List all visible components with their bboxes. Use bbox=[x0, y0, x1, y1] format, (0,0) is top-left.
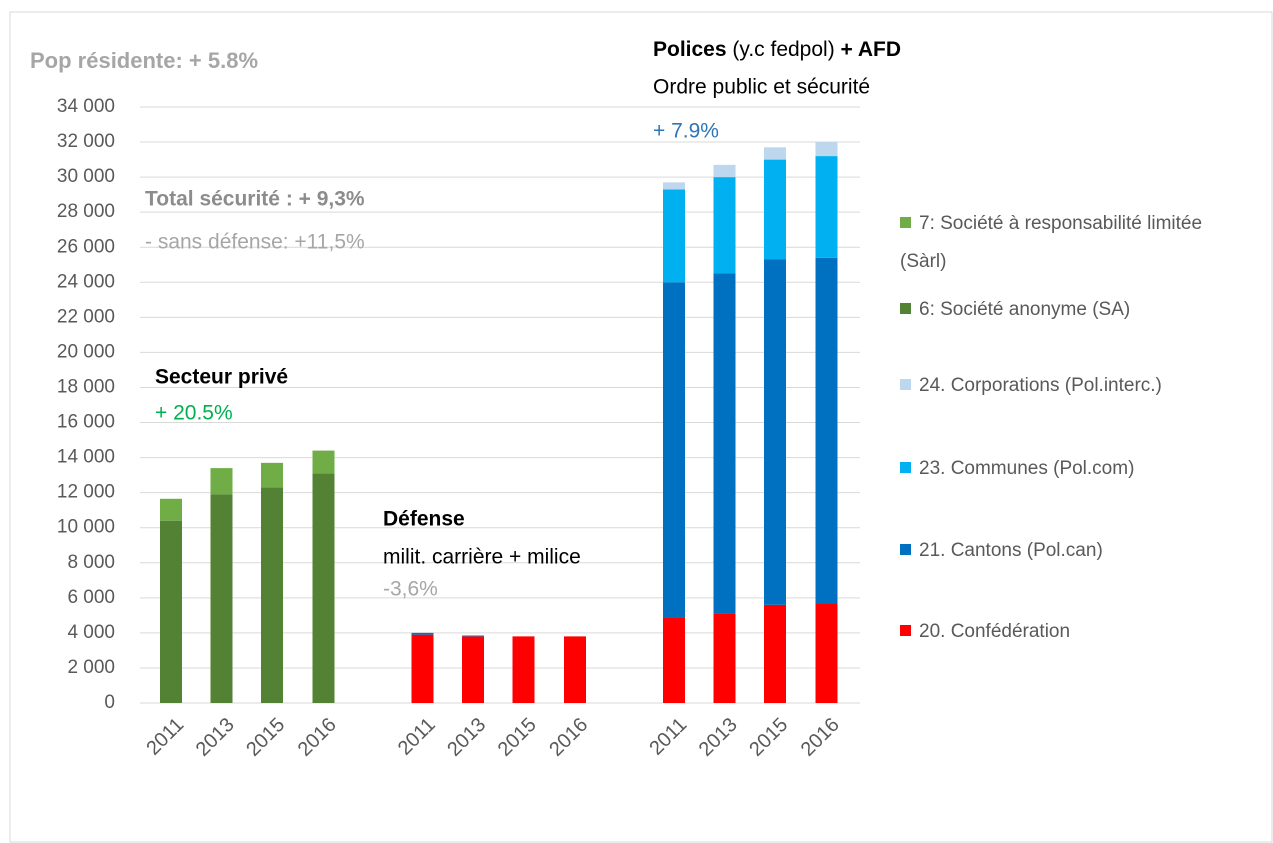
legend-entry: 23. Communes (Pol.com) bbox=[900, 450, 1240, 488]
annotation-part: (y.c fedpol) bbox=[727, 38, 841, 61]
legend-swatch bbox=[900, 217, 911, 228]
bar-segment bbox=[411, 634, 434, 703]
bar-segment bbox=[160, 498, 182, 521]
y-tick-label: 32 000 bbox=[57, 131, 115, 152]
y-tick-label: 6 000 bbox=[67, 587, 115, 608]
bar-segment bbox=[210, 494, 233, 703]
bar-segment bbox=[210, 468, 233, 495]
x-tick-label: 2011 bbox=[142, 714, 188, 760]
bar-segment bbox=[261, 462, 283, 488]
legend-label: 23. Communes (Pol.com) bbox=[919, 458, 1135, 479]
y-tick-label: 10 000 bbox=[57, 517, 115, 538]
bar-segment bbox=[261, 487, 283, 703]
y-tick-label: 2 000 bbox=[67, 657, 115, 678]
y-tick-label: 30 000 bbox=[57, 166, 115, 187]
bar-segment bbox=[713, 164, 736, 178]
bar-segment bbox=[815, 142, 838, 157]
legend-label: 6: Société anonyme (SA) bbox=[919, 299, 1131, 320]
y-tick-label: 20 000 bbox=[57, 341, 115, 362]
bar-segment bbox=[713, 613, 736, 703]
legend-entry: 7: Société à responsabilité limitée (Sàr… bbox=[900, 205, 1240, 281]
bar-segment bbox=[815, 156, 838, 258]
legend-label: 20. Confédération bbox=[919, 621, 1071, 642]
legend-label: 21. Cantons (Pol.can) bbox=[919, 540, 1103, 561]
y-tick-label: 4 000 bbox=[67, 622, 115, 643]
annotation: Ordre public et sécurité bbox=[653, 76, 870, 99]
bar-segment bbox=[764, 147, 786, 160]
x-tick-label: 2011 bbox=[645, 714, 691, 760]
y-tick-label: 28 000 bbox=[57, 201, 115, 222]
legend-label: 24. Corporations (Pol.interc.) bbox=[919, 375, 1162, 396]
legend-entry: 21. Cantons (Pol.can) bbox=[900, 532, 1240, 570]
x-tick-label: 2016 bbox=[797, 714, 844, 761]
bar-segment bbox=[663, 282, 685, 618]
y-tick-label: 34 000 bbox=[57, 96, 115, 117]
x-tick-label: 2013 bbox=[695, 714, 742, 761]
bar-segment bbox=[764, 159, 786, 260]
bar-segment bbox=[815, 257, 838, 604]
y-tick-label: 22 000 bbox=[57, 306, 115, 327]
bar-segment bbox=[713, 273, 736, 614]
annotation: -3,6% bbox=[383, 578, 438, 601]
bar-segment bbox=[411, 632, 434, 635]
bar-segment bbox=[312, 473, 335, 703]
x-tick-label: 2015 bbox=[494, 714, 541, 761]
x-tick-label: 2013 bbox=[192, 714, 239, 761]
bar-segment bbox=[312, 450, 335, 474]
bar-segment bbox=[764, 604, 786, 703]
annotation: Défense bbox=[383, 508, 465, 531]
x-tick-label: 2016 bbox=[545, 714, 592, 761]
x-tick-label: 2015 bbox=[745, 714, 792, 761]
bar-segment bbox=[663, 617, 685, 703]
annotation: + 20.5% bbox=[155, 402, 233, 425]
x-tick-label: 2013 bbox=[443, 714, 490, 761]
annotation: Polices (y.c fedpol) + AFD bbox=[653, 38, 901, 61]
x-tick-label: 2011 bbox=[394, 714, 440, 760]
legend-swatch bbox=[900, 462, 911, 473]
legend-entry: 24. Corporations (Pol.interc.) bbox=[900, 367, 1240, 405]
bar-segment bbox=[512, 636, 535, 703]
annotation: + 7.9% bbox=[653, 120, 719, 143]
x-tick-label: 2016 bbox=[294, 714, 341, 761]
y-tick-label: 12 000 bbox=[57, 482, 115, 503]
y-tick-label: 14 000 bbox=[57, 447, 115, 468]
frame bbox=[9, 11, 1273, 843]
bar-segment bbox=[764, 259, 786, 605]
y-tick-label: 24 000 bbox=[57, 271, 115, 292]
bar-segment bbox=[663, 182, 685, 190]
legend-swatch bbox=[900, 379, 911, 390]
bar-segment bbox=[462, 636, 484, 703]
y-tick-label: 0 bbox=[104, 692, 115, 713]
y-tick-label: 26 000 bbox=[57, 236, 115, 257]
annotation-part: Polices bbox=[653, 38, 727, 61]
bar-segment bbox=[564, 636, 586, 703]
y-tick-label: 8 000 bbox=[67, 552, 115, 573]
legend-swatch bbox=[900, 303, 911, 314]
bar-segment bbox=[663, 189, 685, 283]
annotation: Secteur privé bbox=[155, 366, 288, 389]
annotation: Total sécurité : + 9,3% bbox=[145, 188, 365, 211]
legend-swatch bbox=[900, 544, 911, 555]
y-tick-label: 16 000 bbox=[57, 412, 115, 433]
legend-entry: 20. Confédération bbox=[900, 613, 1240, 651]
legend-entry: 6: Société anonyme (SA) bbox=[900, 291, 1240, 329]
annotation: milit. carrière + milice bbox=[383, 546, 581, 569]
legend-swatch bbox=[900, 625, 911, 636]
legend-label: 7: Société à responsabilité limitée (Sàr… bbox=[900, 213, 1203, 272]
bar-segment bbox=[160, 520, 182, 703]
x-tick-label: 2015 bbox=[242, 714, 289, 761]
y-tick-label: 18 000 bbox=[57, 376, 115, 397]
bar-segment bbox=[815, 603, 838, 703]
bar-segment bbox=[713, 177, 736, 274]
annotation: Pop résidente: + 5.8% bbox=[30, 48, 258, 73]
annotation-part: + AFD bbox=[841, 38, 901, 61]
bar-segment bbox=[462, 635, 484, 637]
annotation: - sans défense: +11,5% bbox=[145, 231, 365, 254]
